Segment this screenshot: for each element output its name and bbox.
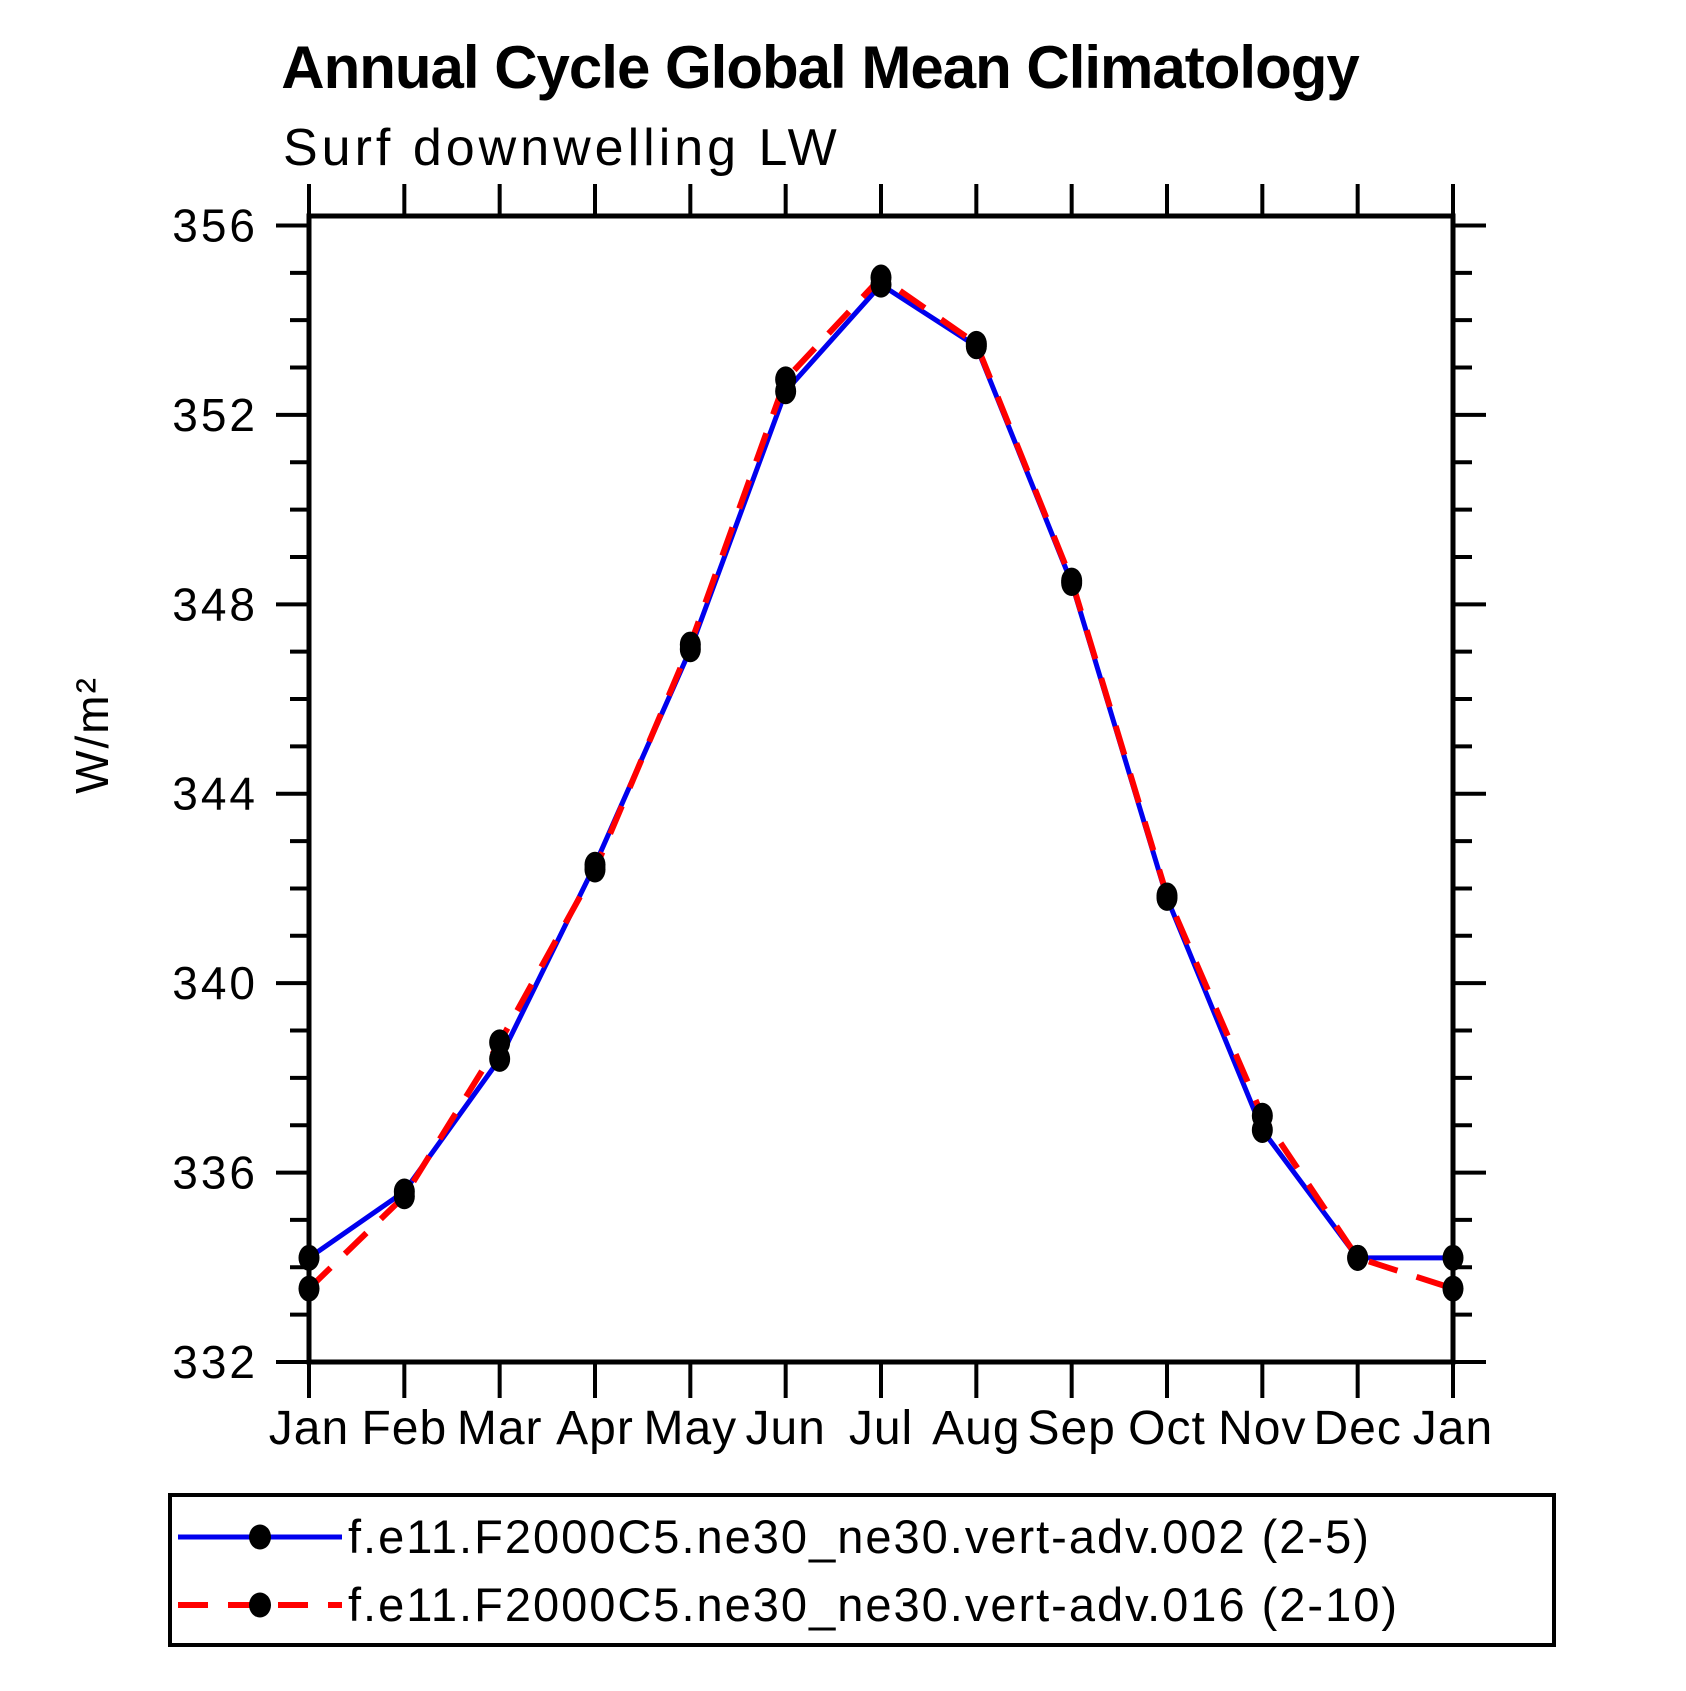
chart-subtitle: Surf downwelling LW	[283, 119, 841, 177]
data-point-marker	[1156, 882, 1178, 909]
month-label: Oct	[1128, 1402, 1206, 1455]
legend-item: f.e11.F2000C5.ne30_ne30.vert-adv.002 (2-…	[178, 1510, 1371, 1563]
legend-marker-icon	[249, 1524, 271, 1550]
data-point-marker	[870, 264, 892, 291]
month-label: Aug	[932, 1402, 1020, 1455]
y-tick-label: 356	[172, 199, 258, 251]
data-point-marker	[298, 1244, 320, 1271]
series-line-dashed	[306, 273, 1454, 1292]
y-tick-label: 352	[172, 389, 258, 441]
y-tick-label: 336	[172, 1147, 258, 1199]
legend-item: f.e11.F2000C5.ne30_ne30.vert-adv.016 (2-…	[178, 1578, 1399, 1631]
y-tick-label: 348	[172, 578, 258, 630]
month-label: Feb	[361, 1402, 447, 1455]
y-tick-label: 344	[172, 768, 258, 820]
month-label: Jul	[849, 1402, 913, 1455]
legend-box	[168, 1493, 1556, 1647]
data-point-marker	[1347, 1244, 1369, 1271]
month-label: Apr	[556, 1402, 634, 1455]
month-label: Jan	[269, 1402, 349, 1455]
data-point-marker	[679, 631, 701, 658]
month-label: Jun	[745, 1402, 825, 1455]
y-tick-label: 340	[172, 957, 258, 1009]
y-axis-label: W/m²	[66, 676, 118, 794]
month-label: Dec	[1313, 1402, 1401, 1455]
data-point-marker	[298, 1275, 320, 1302]
month-label: Mar	[457, 1402, 543, 1455]
chart-title: Annual Cycle Global Mean Climatology	[281, 34, 1360, 101]
plot-border	[306, 213, 1456, 1365]
data-point-marker	[1442, 1244, 1464, 1271]
month-label: Sep	[1027, 1402, 1115, 1455]
legend-label: f.e11.F2000C5.ne30_ne30.vert-adv.016 (2-…	[348, 1578, 1399, 1631]
data-point-marker	[584, 856, 606, 883]
data-point-marker	[1442, 1275, 1464, 1302]
month-label: Jan	[1413, 1402, 1493, 1455]
legend: f.e11.F2000C5.ne30_ne30.vert-adv.002 (2-…	[168, 1493, 1556, 1647]
month-label: May	[643, 1402, 737, 1455]
legend-label: f.e11.F2000C5.ne30_ne30.vert-adv.002 (2-…	[348, 1510, 1371, 1563]
data-point-marker	[393, 1183, 415, 1210]
data-point-marker	[775, 366, 797, 393]
series-line-solid	[307, 281, 1453, 1261]
data-point-marker	[1061, 567, 1083, 594]
data-point-marker	[1251, 1102, 1273, 1129]
y-tick-label: 332	[172, 1336, 258, 1388]
month-label: Nov	[1218, 1402, 1306, 1455]
data-point-marker	[489, 1029, 511, 1056]
data-point-marker	[965, 330, 987, 357]
legend-marker-icon	[249, 1592, 271, 1618]
